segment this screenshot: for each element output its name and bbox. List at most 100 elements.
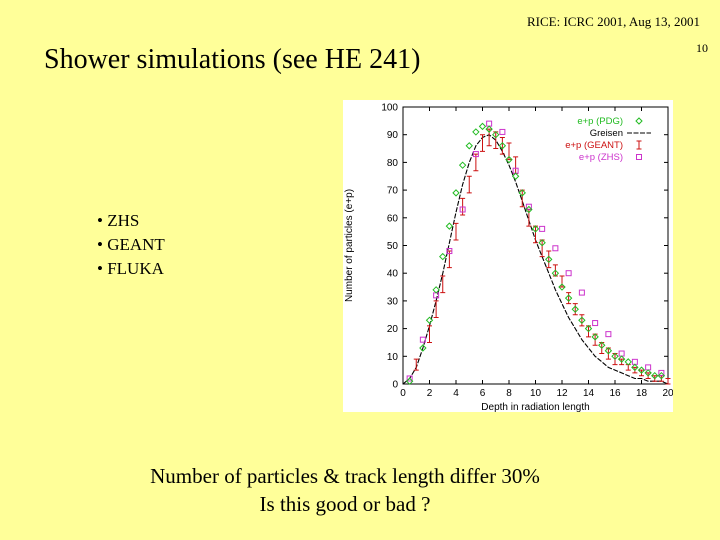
legend-label: e+p (GEANT) [565, 140, 623, 151]
zhs-data-point [459, 206, 466, 213]
pdg-data-point [405, 377, 414, 385]
zhs-data-point [539, 225, 546, 232]
x-tick-label: 14 [583, 388, 595, 399]
y-tick-label: 90 [387, 130, 399, 141]
slide-title: Shower simulations (see HE 241) [44, 44, 421, 75]
geant-data-point [453, 222, 459, 241]
pdg-data-point [545, 255, 553, 264]
pdg-data-point [644, 369, 652, 377]
zhs-data-point [499, 128, 506, 135]
pdg-data-point [591, 333, 599, 341]
y-tick-label: 20 [387, 324, 399, 335]
pdg-data-point [511, 172, 520, 180]
pdg-data-point [485, 125, 493, 133]
chart-svg: 0 2 4 6 8 10 12 14 16 18 20 0 10 20 30 40 50 60 70 80 90 100 D… [344, 103, 673, 413]
x-tick-label: 2 [427, 388, 433, 399]
x-tick-label: 16 [609, 388, 621, 399]
geant-data-point [546, 250, 552, 269]
pdg-data-point [631, 363, 639, 372]
geant-data-point [566, 292, 572, 305]
caption-line-2: Is this good or bad ? [259, 492, 431, 516]
pdg-data-point [624, 358, 632, 366]
pdg-data-point [551, 269, 560, 277]
pdg-data-point [571, 305, 579, 313]
pdg-data-point [531, 225, 540, 233]
zhs-data-point [565, 270, 572, 277]
legend-marker-errorbar [636, 140, 642, 150]
x-tick-label: 0 [400, 388, 406, 399]
zhs-data-point [406, 375, 413, 382]
pdg-data-point [419, 344, 427, 352]
pdg-data-point [425, 316, 434, 324]
geant-data-point [539, 239, 545, 258]
pdg-data-point [445, 222, 454, 230]
geant-data-point [440, 275, 446, 294]
y-tick-label: 10 [387, 352, 399, 363]
zhs-data-point [446, 248, 453, 255]
zhs-data-point [486, 120, 493, 127]
zhs-data-point [658, 369, 665, 376]
bullet-item-fluka: FLUKA [97, 257, 165, 281]
legend-label: e+p (PDG) [577, 116, 623, 127]
page-number: 10 [696, 41, 708, 55]
pdg-data-point [492, 130, 500, 139]
pdg-data-point [558, 283, 566, 291]
geant-data-point [427, 325, 432, 343]
y-tick-label: 30 [387, 296, 399, 307]
zhs-data-point [525, 203, 532, 210]
pdg-data-point [637, 366, 646, 374]
zhs-data-point [419, 336, 426, 343]
x-tick-label: 4 [453, 388, 459, 399]
x-tick-label: 20 [662, 388, 673, 399]
legend-marker-square [636, 154, 642, 160]
y-tick-label: 80 [387, 158, 399, 169]
geant-data-point [466, 175, 472, 194]
pdg-data-point [458, 161, 467, 169]
pdg-data-point [604, 347, 613, 355]
zhs-data-point [618, 350, 625, 357]
pdg-data-point [584, 324, 593, 333]
y-axis-label: Number of particles (e+p) [344, 189, 355, 302]
y-tick-label: 40 [387, 269, 399, 280]
pdg-data-point [498, 142, 507, 150]
pdg-data-point [538, 239, 546, 247]
zhs-data-point [552, 245, 559, 252]
geant-data-point [499, 136, 505, 155]
geant-data-point [579, 314, 585, 327]
caption-line-1: Number of particles & track length diffe… [150, 464, 540, 488]
caption: Number of particles & track length diffe… [0, 462, 690, 518]
zhs-data-point [605, 331, 612, 338]
y-tick-label: 0 [392, 380, 398, 391]
pdg-data-point [564, 294, 573, 302]
zhs-data-point [645, 364, 652, 371]
pdg-data-point [432, 286, 440, 294]
x-tick-label: 8 [506, 388, 512, 399]
geant-data-point [480, 134, 485, 152]
geant-data-point [413, 358, 419, 371]
geant-data-point [519, 189, 525, 208]
bullet-item-geant: GEANT [97, 233, 165, 257]
pdg-data-point [617, 355, 626, 363]
pdg-data-point [578, 316, 586, 324]
geant-data-point [572, 303, 578, 316]
zhs-data-point [631, 358, 638, 365]
pdg-data-point [505, 155, 513, 164]
legend-marker-diamond [635, 117, 643, 125]
shower-profile-chart: 0 2 4 6 8 10 12 14 16 18 20 0 10 20 30 40 50 60 70 80 90 100 D… [343, 100, 673, 412]
x-tick-label: 18 [636, 388, 648, 399]
pdg-data-point [518, 189, 526, 197]
pdg-data-point [452, 189, 460, 197]
y-tick-label: 70 [387, 186, 399, 197]
plot-frame [402, 106, 669, 385]
y-tick-label: 50 [387, 241, 399, 252]
zhs-data-point [578, 289, 585, 296]
pdg-data-point [657, 371, 666, 380]
pdg-data-point [598, 341, 606, 349]
pdg-data-point [478, 122, 487, 131]
y-tick-label: 100 [381, 103, 398, 114]
bullet-list: ZHS GEANT FLUKA [97, 209, 165, 281]
pdg-data-point [472, 128, 480, 136]
legend-label: e+p (ZHS) [579, 152, 623, 163]
bullet-item-zhs: ZHS [97, 209, 165, 233]
y-tick-label: 60 [387, 213, 399, 224]
